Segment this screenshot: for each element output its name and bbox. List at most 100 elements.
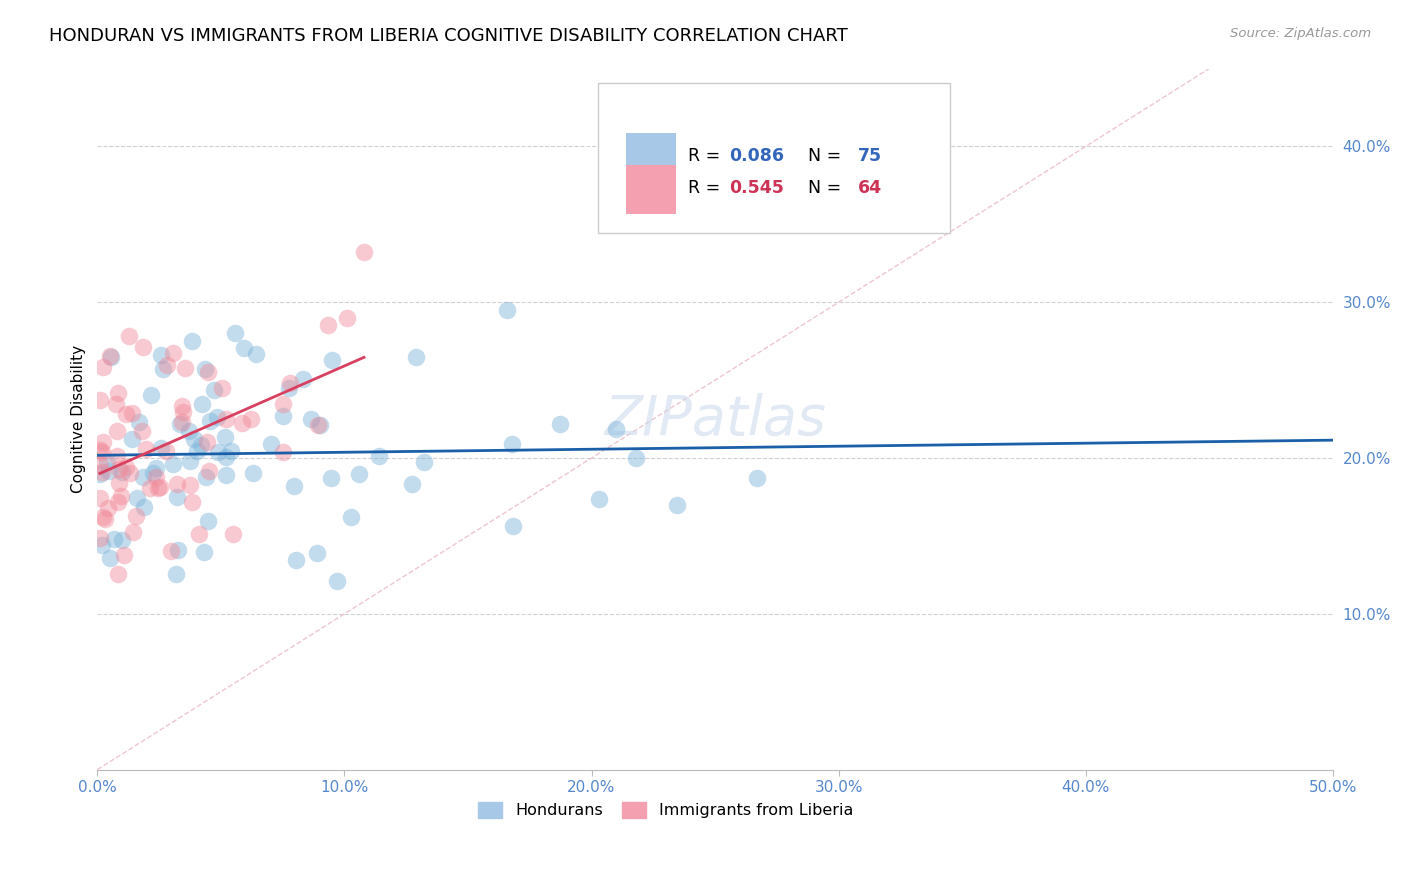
Point — [152, 361, 174, 376]
Point — [501, 437, 523, 451]
Point — [170, 399, 193, 413]
Point — [666, 498, 689, 512]
Point — [145, 470, 167, 484]
Point — [121, 405, 143, 419]
Text: 0.545: 0.545 — [728, 178, 783, 197]
Point — [98, 551, 121, 566]
Point — [624, 451, 647, 466]
Point — [89, 532, 111, 546]
Point — [112, 548, 135, 562]
Point — [202, 383, 225, 397]
Point — [412, 455, 434, 469]
Point — [139, 482, 162, 496]
Point — [91, 435, 114, 450]
Point — [107, 424, 129, 438]
Point — [98, 349, 121, 363]
Point — [280, 376, 302, 390]
Text: N =: N = — [797, 147, 846, 165]
Text: ZIPatlas: ZIPatlas — [605, 392, 825, 446]
Point — [89, 491, 111, 505]
Text: N =: N = — [797, 178, 846, 197]
Point — [605, 421, 627, 435]
Point — [260, 437, 283, 451]
Point — [89, 457, 111, 471]
Legend: Hondurans, Immigrants from Liberia: Hondurans, Immigrants from Liberia — [472, 796, 859, 825]
Point — [747, 471, 769, 485]
Point — [233, 341, 256, 355]
Point — [111, 465, 134, 479]
Point — [90, 538, 112, 552]
Point — [195, 434, 218, 449]
Point — [198, 464, 221, 478]
Point — [245, 347, 267, 361]
Point — [162, 346, 184, 360]
Point — [222, 526, 245, 541]
Point — [115, 460, 138, 475]
Point — [91, 465, 114, 479]
Point — [145, 461, 167, 475]
Point — [120, 466, 142, 480]
Point — [292, 372, 315, 386]
FancyBboxPatch shape — [626, 133, 675, 182]
Point — [165, 566, 187, 581]
Point — [118, 329, 141, 343]
Point — [107, 385, 129, 400]
Point — [108, 462, 131, 476]
Point — [205, 409, 228, 424]
Point — [90, 445, 112, 459]
Point — [214, 468, 236, 483]
Point — [89, 467, 111, 482]
Point — [167, 542, 190, 557]
Point — [215, 450, 238, 465]
Text: Source: ZipAtlas.com: Source: ZipAtlas.com — [1230, 27, 1371, 40]
Point — [107, 494, 129, 508]
Point — [155, 443, 177, 458]
Point — [271, 396, 294, 410]
Point — [285, 553, 308, 567]
Point — [100, 351, 122, 365]
Point — [142, 467, 165, 481]
Point — [224, 326, 246, 340]
Text: 64: 64 — [859, 178, 883, 197]
Point — [588, 492, 610, 507]
Point — [156, 358, 179, 372]
Point — [307, 418, 329, 433]
Point — [166, 491, 188, 505]
Point — [174, 360, 197, 375]
Point — [271, 409, 294, 424]
Point — [170, 415, 193, 429]
Text: 0.086: 0.086 — [728, 147, 783, 165]
Point — [169, 417, 191, 431]
Point — [125, 508, 148, 523]
Point — [319, 471, 342, 485]
Point — [181, 494, 204, 508]
Point — [97, 501, 120, 516]
Point — [321, 353, 343, 368]
Point — [193, 545, 215, 559]
Point — [121, 524, 143, 539]
Point — [132, 340, 155, 354]
Point — [353, 244, 375, 259]
Point — [107, 449, 129, 463]
Point — [110, 489, 132, 503]
Point — [181, 334, 204, 349]
Point — [125, 491, 148, 505]
Point — [141, 388, 163, 402]
Point — [166, 476, 188, 491]
Point — [197, 365, 219, 379]
Point — [242, 466, 264, 480]
Point — [179, 478, 201, 492]
Point — [347, 467, 370, 481]
Point — [183, 432, 205, 446]
Point — [299, 412, 322, 426]
Point — [502, 519, 524, 533]
Point — [239, 412, 262, 426]
Point — [115, 407, 138, 421]
Point — [121, 433, 143, 447]
Point — [172, 405, 194, 419]
Point — [179, 424, 201, 438]
Text: 75: 75 — [859, 147, 883, 165]
Point — [190, 438, 212, 452]
Point — [98, 464, 121, 478]
Point — [186, 443, 208, 458]
